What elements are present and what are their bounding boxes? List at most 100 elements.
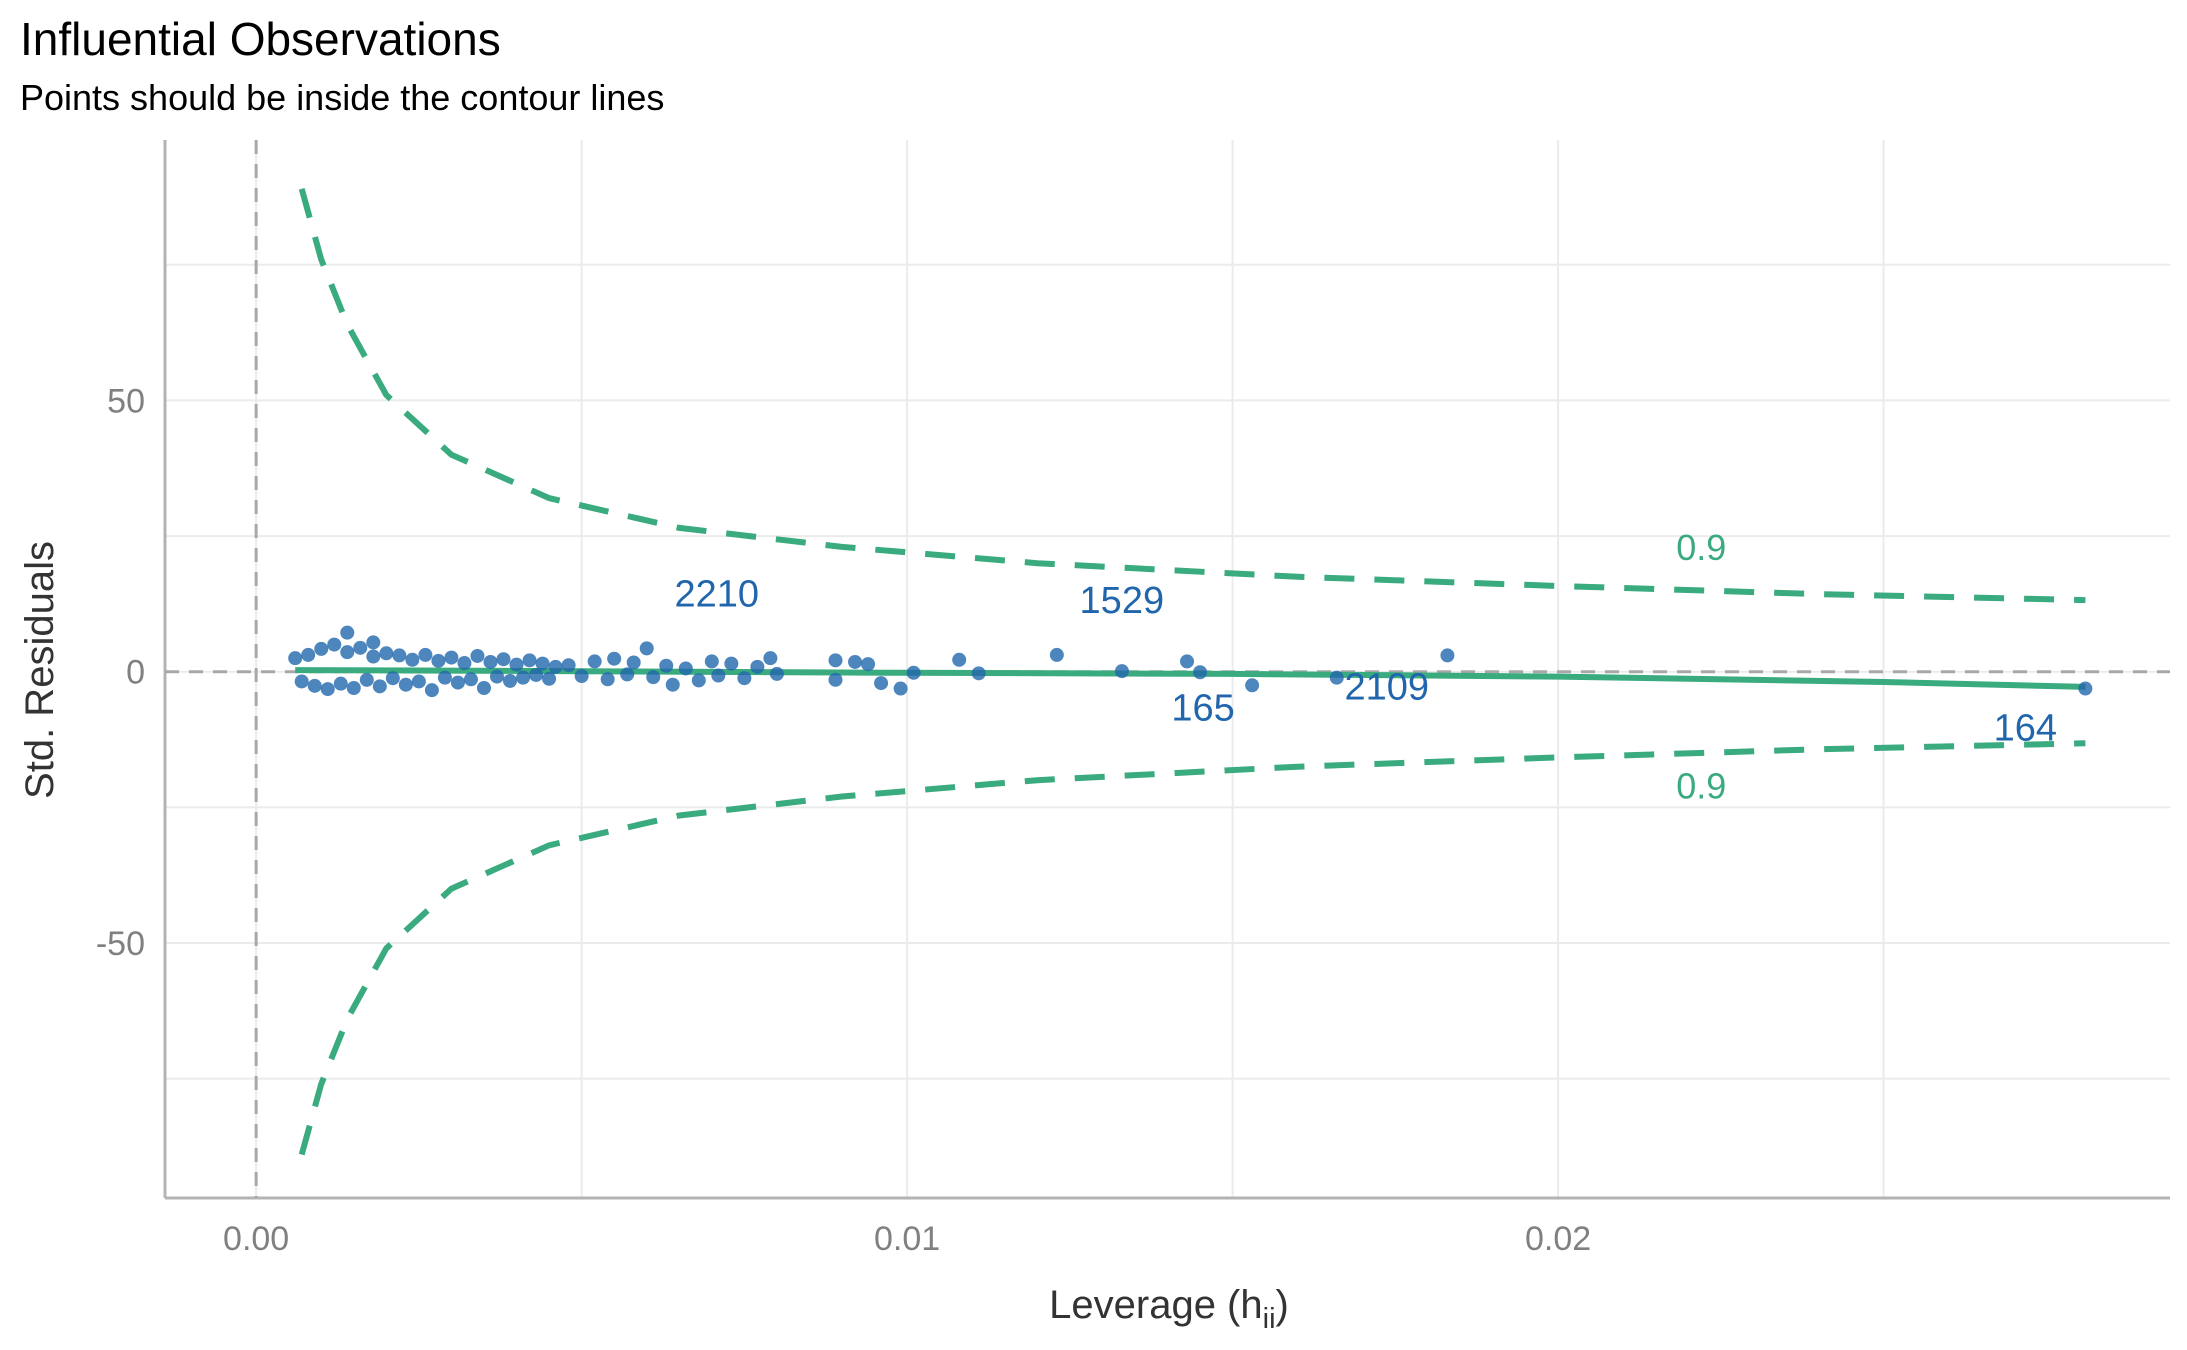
point-label: 2109: [1344, 667, 1429, 709]
data-point: [476, 680, 491, 695]
contour-label-lower: 0.9: [1676, 766, 1726, 807]
data-point: [379, 646, 394, 661]
data-point: [893, 681, 908, 696]
data-point: [424, 683, 439, 698]
data-point: [2078, 681, 2093, 696]
data-point: [769, 666, 784, 681]
data-point: [457, 656, 472, 671]
y-tick-labels: -50 0 50: [96, 382, 145, 963]
contour-label-upper: 0.9: [1676, 527, 1726, 568]
data-point: [353, 640, 368, 655]
data-point: [359, 672, 374, 687]
data-point: [529, 667, 544, 682]
point-label: 165: [1171, 687, 1234, 729]
data-point: [470, 648, 485, 663]
data-point: [763, 651, 778, 666]
data-point: [1193, 665, 1208, 680]
data-point: [600, 672, 615, 687]
data-point: [1049, 647, 1064, 662]
data-point: [340, 625, 355, 640]
data-point: [561, 658, 576, 673]
data-point: [535, 656, 550, 671]
data-point: [1180, 654, 1195, 669]
reference-lines: [165, 140, 2170, 1198]
data-point: [691, 673, 706, 688]
data-point: [678, 661, 693, 676]
data-point: [704, 654, 719, 669]
gridlines: [165, 140, 2170, 1198]
data-point: [971, 666, 986, 681]
data-point: [542, 671, 557, 686]
data-point: [327, 637, 342, 652]
data-point: [346, 680, 361, 695]
point-label: 164: [1994, 708, 2057, 750]
data-point: [431, 653, 446, 668]
y-tick-label: -50: [96, 925, 145, 963]
data-point: [392, 648, 407, 663]
data-point: [1440, 648, 1455, 663]
data-point: [444, 650, 459, 665]
point-label: 2210: [674, 573, 759, 615]
data-point: [418, 647, 433, 662]
data-point: [320, 682, 335, 697]
data-point: [437, 670, 452, 685]
y-tick-label: 0: [126, 654, 145, 692]
data-point: [737, 671, 752, 686]
point-label: 1529: [1080, 580, 1165, 622]
data-point: [952, 652, 967, 667]
x-tick-label: 0.00: [223, 1220, 289, 1258]
data-point: [405, 652, 420, 667]
data-point: [294, 674, 309, 689]
data-point: [333, 676, 348, 691]
axes: [163, 140, 2170, 1200]
data-point: [340, 645, 355, 660]
contour-labels: 0.9 0.9: [1676, 527, 1726, 807]
data-point: [548, 659, 563, 674]
data-point: [574, 669, 589, 684]
data-point: [828, 672, 843, 687]
data-point: [450, 675, 465, 690]
data-point: [463, 672, 478, 687]
chart-subtitle: Points should be inside the contour line…: [20, 77, 664, 118]
data-point: [639, 641, 654, 656]
x-axis-label: Leverage (hii): [1049, 1283, 1289, 1335]
data-point: [411, 674, 426, 689]
data-point: [385, 671, 400, 686]
data-point: [314, 641, 329, 656]
data-point: [398, 677, 413, 692]
data-point: [516, 670, 531, 685]
contour-lower: [298, 740, 2086, 1156]
data-point: [366, 649, 381, 664]
data-point: [307, 678, 322, 693]
data-point: [724, 656, 739, 671]
data-point: [301, 647, 316, 662]
contour-upper: [298, 188, 2086, 604]
data-point: [372, 679, 387, 694]
data-point: [366, 635, 381, 650]
y-tick-label: 50: [107, 382, 145, 420]
point-labels: 2210 1529 165 2109 164: [674, 573, 2057, 749]
data-point: [489, 669, 504, 684]
data-point: [503, 673, 518, 688]
data-point: [906, 665, 921, 680]
chart-title: Influential Observations: [20, 13, 501, 65]
data-point: [874, 676, 889, 691]
data-point: [1245, 678, 1260, 693]
data-point: [646, 670, 661, 685]
data-point: [659, 658, 674, 673]
data-point: [483, 654, 498, 669]
x-tick-labels: 0.00 0.01 0.02: [223, 1220, 1591, 1258]
data-point: [1329, 670, 1344, 685]
x-tick-label: 0.01: [874, 1220, 940, 1258]
x-axis-label-main: Leverage (h: [1049, 1283, 1262, 1327]
y-axis-label: Std. Residuals: [18, 541, 62, 799]
data-point: [288, 651, 303, 666]
data-point: [828, 653, 843, 668]
data-point: [496, 652, 511, 667]
data-point: [711, 668, 726, 683]
data-point: [509, 657, 524, 672]
contour-lines: [298, 188, 2086, 1156]
data-points: [288, 625, 2093, 698]
data-point: [750, 659, 765, 674]
